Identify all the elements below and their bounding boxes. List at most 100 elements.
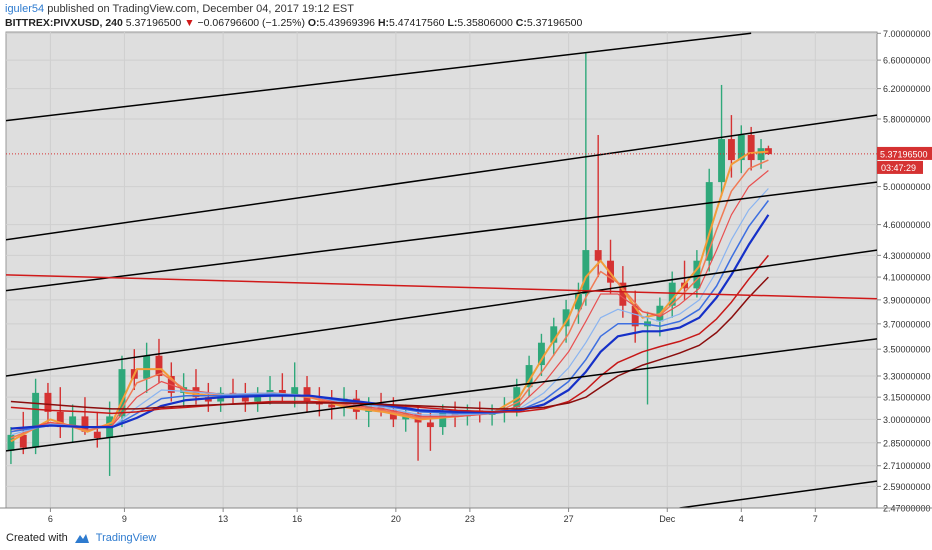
- symbol-label: BITTREX:PIVXUSD, 240: [5, 17, 123, 29]
- price-axis: [877, 32, 932, 508]
- x-tick-label: Dec: [659, 514, 676, 524]
- candle-body: [155, 355, 163, 376]
- close-value: 5.37196500: [526, 17, 583, 29]
- last-price: 5.37196500: [125, 17, 182, 29]
- footer: Created with TradingView: [6, 530, 156, 546]
- high-label: H:: [377, 17, 390, 29]
- candle-body: [426, 422, 434, 428]
- trendline: [6, 274, 877, 300]
- candle-body: [737, 134, 745, 161]
- y-tick-label: 5.80000000: [883, 114, 931, 124]
- x-tick-label: 23: [465, 514, 475, 524]
- candle-body: [757, 148, 765, 161]
- candle-body: [513, 387, 521, 408]
- candle-body: [19, 434, 27, 448]
- candle-body: [69, 416, 77, 428]
- candle-body: [81, 416, 89, 432]
- x-tick-label: 13: [218, 514, 228, 524]
- y-tick-label: 6.60000000: [883, 56, 931, 66]
- candle-body: [93, 431, 101, 439]
- x-tick-label: 20: [391, 514, 401, 524]
- candle-body: [550, 326, 558, 343]
- candle-body: [266, 390, 274, 393]
- countdown-label: 03:47:29: [881, 163, 916, 173]
- chart-header: iguler54 published on TradingView.com, D…: [5, 2, 925, 30]
- last-price-label: 5.37196500: [880, 149, 928, 159]
- x-tick-label: 16: [292, 514, 302, 524]
- close-label: C:: [515, 17, 527, 29]
- candle-body: [747, 134, 755, 161]
- candle-body: [525, 365, 533, 388]
- moving-average-line: [10, 254, 769, 415]
- candle-body: [303, 387, 311, 402]
- trendline: [6, 114, 877, 241]
- candle-body: [143, 355, 151, 379]
- candle-body: [574, 294, 582, 310]
- created-with-label: Created with: [6, 532, 68, 544]
- open-label: O:: [307, 17, 320, 29]
- candle-body: [278, 390, 286, 396]
- y-tick-label: 6.20000000: [883, 84, 931, 94]
- candle-body: [718, 139, 726, 183]
- open-value: 5.43969396: [319, 17, 376, 29]
- moving-average-line: [10, 276, 769, 410]
- plot-layer: [6, 32, 877, 508]
- candle-body: [44, 392, 52, 412]
- candle-body: [594, 250, 602, 261]
- candle-body: [56, 411, 64, 428]
- price-chart[interactable]: 7.00000000 6.60000000 6.20000000 5.80000000…: [0, 0, 932, 530]
- candle-body: [7, 434, 15, 451]
- x-tick-label: 9: [122, 514, 127, 524]
- y-tick-label: 2.59000000: [883, 482, 931, 492]
- trendline: [6, 249, 877, 377]
- candle-body: [537, 342, 545, 366]
- y-tick-label: 3.50000000: [883, 345, 931, 355]
- tradingview-brand[interactable]: TradingView: [95, 532, 157, 544]
- candle-body: [619, 282, 627, 306]
- trendline: [6, 32, 752, 122]
- y-tick-label: 3.90000000: [883, 295, 931, 305]
- down-arrow-icon: ▼: [184, 17, 195, 29]
- candle-body: [764, 148, 772, 155]
- author-link[interactable]: iguler54: [5, 3, 45, 15]
- high-value: 5.47417560: [389, 17, 445, 29]
- candle-body: [727, 139, 735, 161]
- y-tick-label: 3.15000000: [883, 393, 931, 403]
- candle-body: [668, 282, 676, 306]
- y-tick-label: 2.71000000: [883, 461, 931, 471]
- candle-body: [693, 260, 701, 289]
- y-tick-label: 3.70000000: [883, 319, 931, 329]
- y-tick-label: 7.00000000: [883, 29, 931, 39]
- candle-body: [118, 369, 126, 417]
- y-tick-label: 2.85000000: [883, 438, 931, 448]
- candle-body: [328, 404, 336, 408]
- candle-body: [562, 309, 570, 327]
- trendline: [679, 480, 877, 508]
- x-tick-label: 4: [739, 514, 744, 524]
- trendline: [6, 338, 877, 452]
- publish-info: published on TradingView.com, December 0…: [47, 3, 354, 15]
- candle-body: [631, 305, 639, 327]
- x-tick-label: 7: [813, 514, 818, 524]
- low-value: 5.35806000: [457, 17, 513, 29]
- symbol-line: BITTREX:PIVXUSD, 240 5.37196500 ▼ −0.067…: [5, 16, 925, 30]
- low-label: L:: [447, 17, 458, 29]
- x-tick-label: 27: [564, 514, 574, 524]
- candle-body: [32, 392, 40, 448]
- x-tick-label: 6: [48, 514, 53, 524]
- candle-body: [241, 397, 249, 402]
- price-change: −0.06796600 (−1.25%): [197, 17, 305, 29]
- y-tick-label: 5.00000000: [883, 182, 931, 192]
- y-tick-label: 3.00000000: [883, 415, 931, 425]
- last-price-badge: [877, 146, 932, 160]
- tradingview-logo-icon: [74, 534, 89, 543]
- candle-body: [607, 260, 614, 283]
- candle-body: [582, 250, 590, 295]
- y-tick-label: 4.30000000: [883, 251, 931, 261]
- plot-area: [5, 31, 878, 509]
- candle-body: [500, 407, 508, 412]
- trendline: [6, 181, 877, 292]
- moving-average-line: [10, 200, 769, 433]
- candle-body: [705, 182, 713, 261]
- publish-line: iguler54 published on TradingView.com, D…: [5, 2, 925, 16]
